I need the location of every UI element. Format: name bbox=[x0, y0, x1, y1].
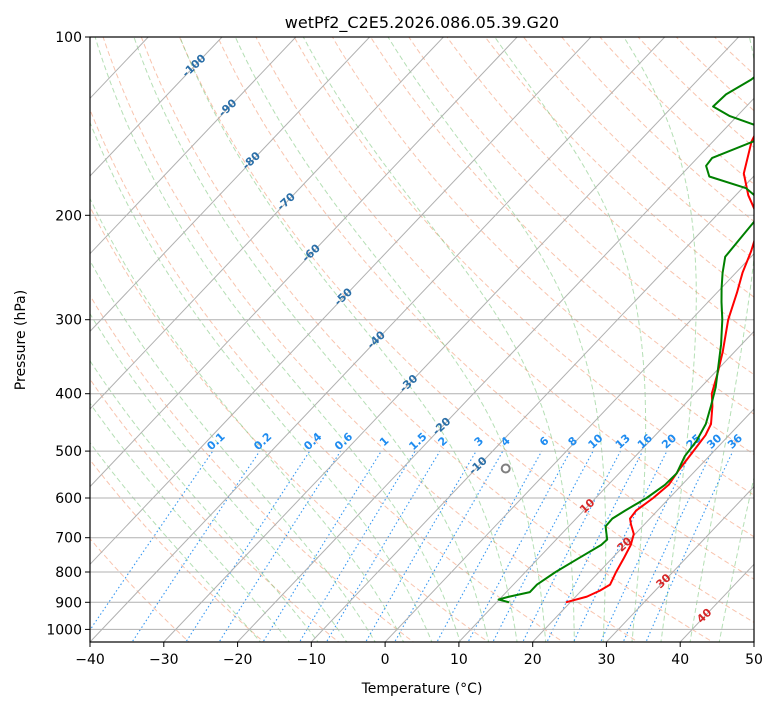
isotherm-line bbox=[90, 37, 518, 488]
dry-adiabat-line bbox=[217, 37, 754, 580]
x-tick-label: 40 bbox=[671, 652, 689, 668]
dry-adiabat-line bbox=[446, 37, 754, 337]
x-tick-label: −30 bbox=[149, 652, 179, 668]
parcel-marker bbox=[500, 463, 511, 474]
mixing-ratio-line bbox=[218, 450, 342, 642]
y-tick-label: 100 bbox=[55, 30, 82, 46]
y-tick-label: 300 bbox=[55, 313, 82, 329]
isotherm-line bbox=[531, 408, 754, 642]
isotherm-line bbox=[90, 37, 297, 255]
isotherm-line bbox=[90, 37, 666, 642]
isotherm-line bbox=[605, 485, 754, 642]
isotherm-line bbox=[236, 97, 754, 642]
dry-adiabat-line bbox=[293, 37, 754, 496]
dry-adiabat-line bbox=[331, 37, 754, 455]
x-tick-label: 30 bbox=[597, 652, 615, 668]
y-tick-label: 1000 bbox=[46, 622, 82, 638]
dry-adiabat-line bbox=[140, 37, 714, 642]
mixing-ratio-line bbox=[522, 450, 621, 642]
y-tick-label: 900 bbox=[55, 595, 82, 611]
mixing-ratio-line bbox=[185, 450, 311, 642]
y-tick-label: 800 bbox=[55, 565, 82, 581]
mixing-ratio-line bbox=[467, 450, 571, 642]
x-tick-label: 50 bbox=[745, 652, 763, 668]
isotherm-line bbox=[90, 37, 223, 177]
isotherm-line bbox=[310, 175, 754, 642]
x-axis-label: Temperature (°C) bbox=[361, 681, 483, 697]
y-tick-label: 500 bbox=[55, 444, 82, 460]
mixing-ratio-line bbox=[131, 450, 261, 642]
chart-title: wetPf2_C2E5.2026.086.05.39.G20 bbox=[285, 13, 559, 33]
mixing-ratio-line bbox=[622, 450, 713, 642]
isotherm-line bbox=[90, 37, 445, 410]
moist-adiabat-line bbox=[90, 359, 319, 642]
x-tick-label: 10 bbox=[450, 652, 468, 668]
axes: −40 −30 −20 −10 0 10 20 30 40 50 1000 900 800 700 600 5… bbox=[46, 30, 763, 668]
dewpoint-profile bbox=[497, 76, 754, 604]
x-tick-label: 20 bbox=[524, 652, 542, 668]
dry-adiabat-line bbox=[255, 37, 754, 538]
plot-frame bbox=[89, 36, 755, 643]
x-tick-label: −40 bbox=[75, 652, 105, 668]
dry-adiabat-line bbox=[90, 459, 265, 642]
y-axis-label: Pressure (hPa) bbox=[13, 290, 29, 390]
dry-adiabat-line bbox=[408, 37, 754, 376]
isotherm-line bbox=[90, 37, 592, 566]
y-tick-label: 400 bbox=[55, 387, 82, 403]
isotherm-line bbox=[163, 37, 740, 642]
y-tick-label: 200 bbox=[55, 208, 82, 224]
y-tick-label: 700 bbox=[55, 531, 82, 547]
x-tick-label: −10 bbox=[297, 652, 327, 668]
isotherm-line bbox=[384, 252, 754, 642]
mixing-ratio-line bbox=[90, 450, 214, 631]
mixing-ratio-line bbox=[325, 450, 441, 642]
x-tick-label: 0 bbox=[381, 652, 390, 668]
y-tick-label: 600 bbox=[55, 491, 82, 507]
mixing-ratio-line bbox=[599, 450, 693, 642]
isotherm-line bbox=[458, 330, 754, 642]
gridlines bbox=[90, 37, 754, 642]
x-tick-label: −20 bbox=[223, 652, 253, 668]
isotherm-line bbox=[90, 37, 371, 333]
